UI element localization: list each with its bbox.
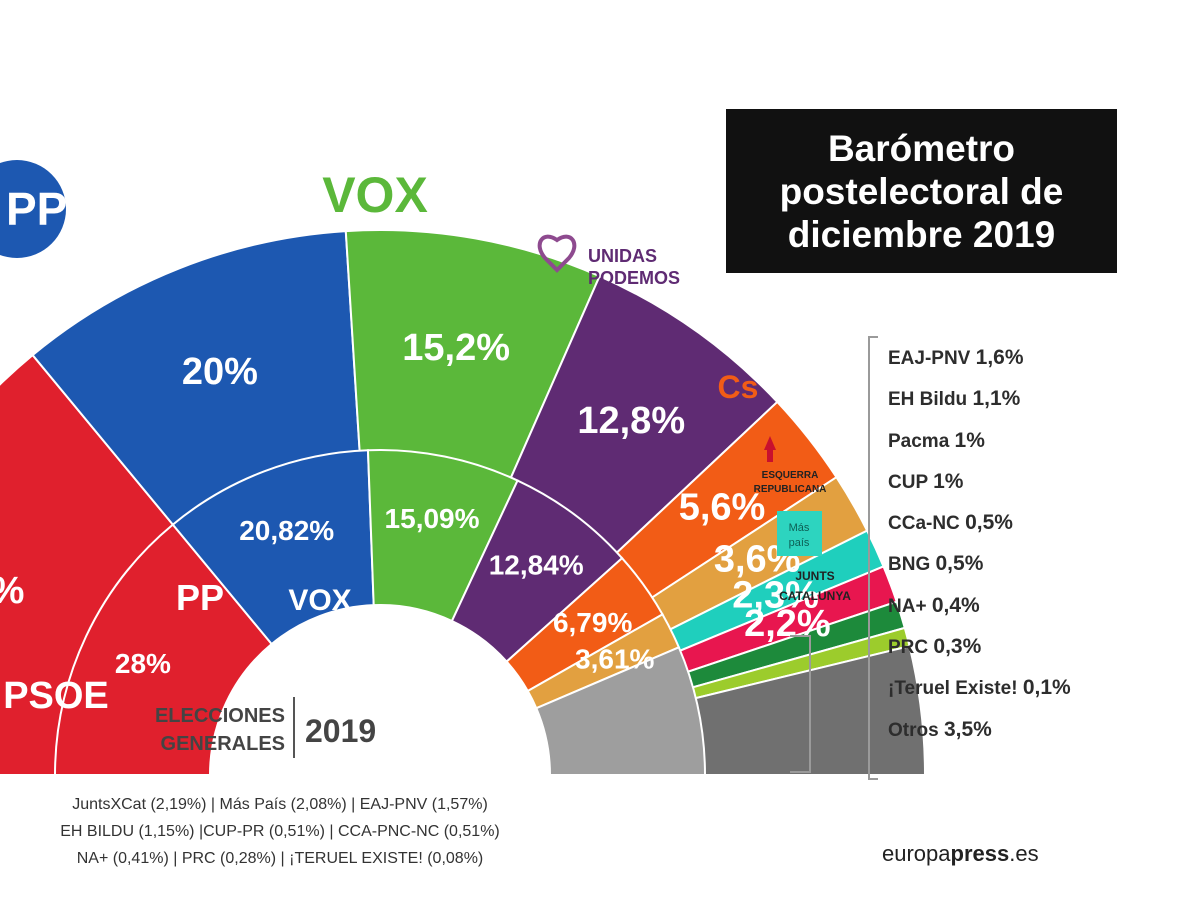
footnote-line-1: JuntsXCat (2,19%) | Más País (2,08%) | E…: [72, 796, 488, 813]
minor-party-value: 1%: [933, 469, 964, 493]
center-label-line-2: GENERALES: [161, 733, 285, 755]
minor-party-item: CCa-NC 0,5%: [888, 511, 1071, 552]
outer-label-vox: 15,2%: [402, 327, 510, 369]
cs-logo-icon: Cs: [718, 369, 759, 405]
title-line-2: postelectoral de: [779, 170, 1064, 212]
inner-label-pp: 20,82%: [239, 515, 334, 546]
outer-label-m-s-pa-s: 2,3%: [732, 574, 819, 616]
minor-party-item: Pacma 1%: [888, 429, 1071, 470]
minor-party-item: NA+ 0,4%: [888, 594, 1071, 635]
outer-label-cs: 5,6%: [679, 487, 766, 529]
brand-bold: press: [950, 841, 1010, 866]
minor-party-name: CCa-NC: [888, 513, 966, 535]
mas-pais-logo-line-2: país: [789, 537, 810, 549]
title-box: Barómetro postelectoral de diciembre 201…: [726, 109, 1117, 273]
cs-inner-logo-icon: Cs: [419, 673, 445, 695]
inner-label-vox: 15,09%: [385, 503, 480, 534]
mas-pais-logo-icon: [777, 511, 822, 556]
title-line-1: Barómetro: [827, 127, 1016, 169]
vox-inner-logo-icon: VOX: [288, 584, 351, 617]
minor-party-name: ¡Teruel Existe!: [888, 678, 1023, 700]
erc-logo-line-2: REPUBLICANA: [754, 484, 827, 495]
center-year: 2019: [305, 713, 376, 749]
minor-party-name: EAJ-PNV: [888, 348, 976, 369]
outer-label-pp: 20%: [182, 351, 258, 393]
vox-logo-icon: VOX: [322, 167, 428, 223]
minor-parties-bracket: [868, 336, 878, 780]
outer-label-juntsxcat: 2,2%: [744, 603, 831, 645]
brand-logo: europapress.es: [882, 841, 1039, 867]
minor-party-item: EH Bildu 1,1%: [888, 387, 1071, 428]
mas-pais-logo-line-1: Más: [789, 522, 810, 534]
minor-party-value: 1,6%: [975, 346, 1024, 369]
minor-party-value: 0,1%: [1022, 676, 1071, 700]
outer-ring-labels: 28%20%15,2%12,8%5,6%3,6%2,3%2,2%: [0, 327, 831, 645]
outer-label-psoe: 28%: [0, 570, 24, 612]
minor-party-item: EAJ-PNV 1,6%: [888, 346, 1071, 387]
center-label: ELECCIONES GENERALES 2019: [155, 697, 376, 758]
unidas-podemos-logo-line-2: PODEMOS: [588, 268, 680, 288]
minor-party-value: 0,4%: [931, 593, 980, 617]
erc-logo-icon: [764, 436, 776, 462]
others-connector: [790, 635, 811, 773]
minor-party-name: BNG: [888, 554, 936, 576]
minor-party-value: 0,3%: [933, 635, 982, 659]
inner-slice-psoe: [53, 523, 274, 776]
brand-suffix: .es: [1009, 841, 1039, 866]
minor-party-item: CUP 1%: [888, 470, 1071, 511]
minor-party-name: EH Bildu: [888, 389, 973, 411]
unidas-podemos-heart-icon: [537, 234, 577, 273]
minor-party-name: NA+: [888, 595, 932, 617]
minor-party-name: Otros: [888, 719, 944, 741]
inner-label-psoe: 28%: [115, 648, 171, 679]
minor-party-item: BNG 0,5%: [888, 552, 1071, 593]
minor-party-item: ¡Teruel Existe! 0,1%: [888, 676, 1071, 717]
minor-party-name: PRC: [888, 637, 934, 659]
inner-ring: [53, 449, 707, 776]
minor-party-value: 3,5%: [943, 717, 992, 741]
minor-party-value: 0,5%: [965, 511, 1013, 535]
inner-ring-labels: 28% 20,82% 15,09% 12,84% 6,79% 3,61%: [115, 503, 655, 679]
minor-parties-list: EAJ-PNV 1,6% EH Bildu 1,1% Pacma 1% CUP 1% C…: [888, 346, 1071, 759]
junts-logo-line-1: JUNTS: [795, 569, 834, 583]
junts-logo-line-2: CATALUNYA: [779, 589, 851, 603]
footnote: JuntsXCat (2,19%) | Más País (2,08%) | E…: [0, 791, 560, 872]
minor-party-value: 0,5%: [935, 552, 984, 576]
pp-logo-text: PP: [6, 183, 68, 235]
brand-regular: europa: [882, 841, 951, 866]
minor-party-value: 1,1%: [972, 387, 1021, 411]
inner-label-cs: 6,79%: [553, 607, 632, 638]
inner-slice-otros: [535, 646, 707, 776]
minor-party-item: PRC 0,3%: [888, 635, 1071, 676]
erc-logo-line-1: ESQUERRA: [762, 470, 819, 481]
outer-label-unidas-podemos: 12,8%: [577, 400, 685, 442]
minor-party-item: Otros 3,5%: [888, 718, 1071, 759]
inner-label-unidas-podemos: 12,84%: [489, 549, 584, 580]
unidas-podemos-logo-line-1: UNIDAS: [588, 246, 657, 266]
minor-party-value: 1%: [954, 428, 985, 452]
minor-party-name: Pacma: [888, 430, 955, 452]
title-line-3: diciembre 2019: [787, 213, 1056, 255]
center-label-line-1: ELECCIONES: [155, 705, 285, 727]
footnote-line-2: EH BILDU (1,15%) |CUP-PR (0,51%) | CCA-P…: [60, 823, 500, 840]
minor-party-name: CUP: [888, 471, 934, 493]
footnote-line-3: NA+ (0,41%) | PRC (0,28%) | ¡TERUEL EXIS…: [76, 850, 484, 867]
pp-inner-logo-icon: PP: [176, 577, 224, 618]
psoe-logo-text: PSOE: [3, 675, 109, 717]
inner-label-erc: 3,61%: [575, 643, 654, 674]
